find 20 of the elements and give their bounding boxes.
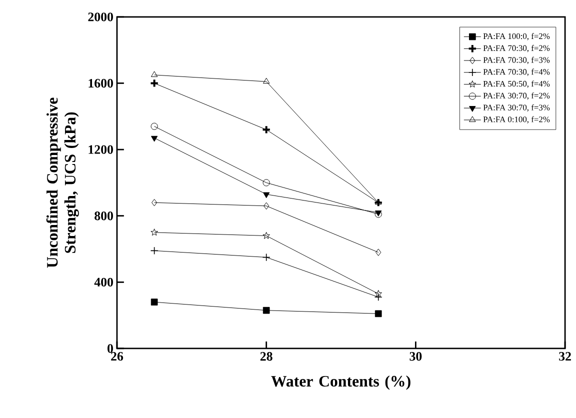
legend-label: PA:FA 100:0, f=2% bbox=[483, 32, 550, 40]
y-tick-label: 800 bbox=[94, 211, 113, 220]
y-tick-label: 1600 bbox=[88, 78, 113, 88]
legend-label: PA:FA 70:30, f=3% bbox=[483, 56, 550, 64]
legend-label: PA:FA 0:100, f=2% bbox=[483, 116, 550, 124]
legend-label: PA:FA 50:50, f=4% bbox=[483, 80, 550, 88]
x-axis-title: Water Contents (%) bbox=[271, 375, 410, 390]
y-tick-label: 2000 bbox=[88, 12, 113, 22]
legend-label: PA:FA 70:30, f=2% bbox=[483, 44, 550, 52]
y-tick-label: 0 bbox=[108, 344, 113, 353]
x-tick-label: 30 bbox=[410, 352, 422, 361]
y-axis-title: Unconfined Compressive Strength, UCS (kPa) bbox=[46, 98, 79, 268]
legend-label: PA:FA 70:30, f=4% bbox=[483, 68, 550, 76]
y-tick-label: 400 bbox=[94, 278, 113, 286]
legend-label: PA:FA 30:70, f=2% bbox=[483, 92, 550, 100]
y-tick-label: 1200 bbox=[88, 145, 113, 154]
x-tick-label: 28 bbox=[260, 352, 272, 361]
x-tick-label: 32 bbox=[559, 352, 571, 361]
x-tick-label: 26 bbox=[111, 352, 124, 361]
legend-label: PA:FA 30:70, f=3% bbox=[483, 104, 550, 112]
